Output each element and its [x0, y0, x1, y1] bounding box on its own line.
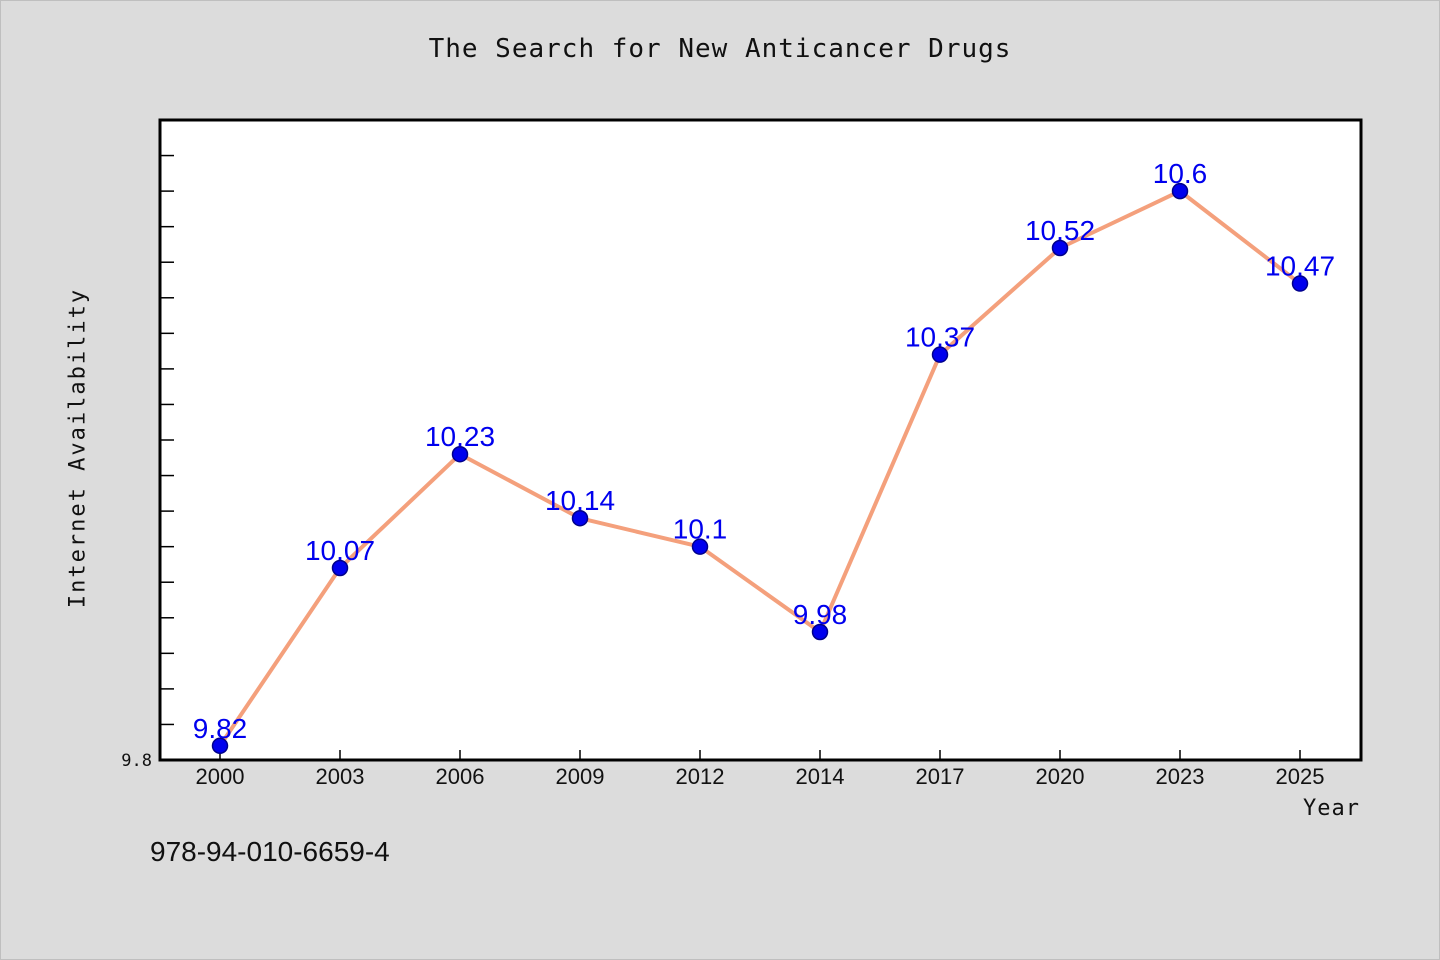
x-tick-label: 2009 [556, 764, 605, 789]
data-point [1291, 275, 1309, 292]
x-tick-label: 2006 [436, 764, 485, 789]
data-label: 10.6 [1153, 158, 1208, 189]
data-label: 10.14 [545, 485, 615, 516]
data-label: 9.98 [793, 599, 848, 630]
series-line [218, 189, 1302, 747]
chart-title: The Search for New Anticancer Drugs [428, 34, 1012, 64]
data-point [451, 445, 469, 463]
data-label: 10.37 [905, 322, 975, 353]
data-point [691, 538, 709, 555]
x-tick-label: 2014 [796, 764, 845, 789]
x-tick-label: 2017 [916, 764, 965, 789]
y-tick-label: 9.8 [121, 751, 152, 771]
data-point [331, 559, 349, 577]
data-point [1051, 239, 1069, 257]
x-tick-label: 2000 [196, 764, 245, 789]
data-point [811, 623, 829, 641]
x-axis-label: Year [1303, 796, 1360, 821]
data-label: 10.1 [673, 514, 728, 545]
x-tick-label: 2003 [316, 764, 365, 789]
x-tick-label: 2023 [1156, 764, 1205, 789]
data-label: 10.23 [425, 421, 495, 452]
data-label: 10.07 [305, 535, 375, 566]
data-point [1171, 182, 1189, 200]
x-tick-label: 2012 [676, 764, 725, 789]
isbn-footer: 978-94-010-6659-4 [150, 836, 390, 867]
x-tick-label: 2020 [1036, 764, 1085, 789]
plot-frame [158, 118, 1363, 762]
data-label: 10.47 [1265, 251, 1335, 282]
data-label: 10.52 [1025, 215, 1095, 246]
data-label: 9.82 [193, 713, 248, 744]
data-point [571, 509, 589, 527]
data-point [211, 737, 229, 755]
x-tick-label: 2025 [1276, 764, 1325, 789]
data-point [931, 346, 949, 363]
